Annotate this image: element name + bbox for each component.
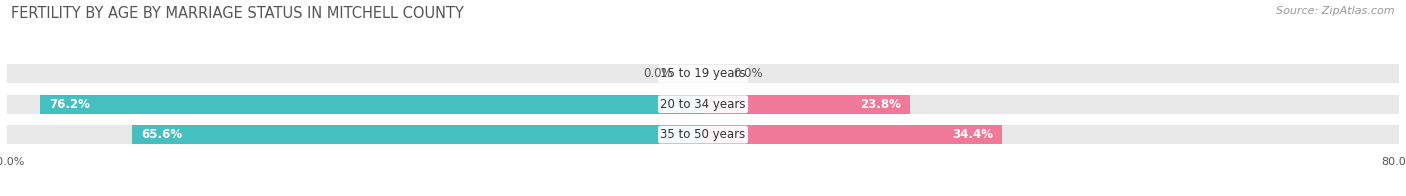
Bar [703,95,910,114]
Text: 76.2%: 76.2% [49,98,90,111]
Bar [7,95,1399,114]
Text: 0.0%: 0.0% [734,67,763,80]
Bar [7,64,1399,83]
Text: 0.0%: 0.0% [643,67,672,80]
Text: FERTILITY BY AGE BY MARRIAGE STATUS IN MITCHELL COUNTY: FERTILITY BY AGE BY MARRIAGE STATUS IN M… [11,6,464,21]
Text: 15 to 19 years: 15 to 19 years [661,67,745,80]
Bar [41,95,703,114]
Text: 35 to 50 years: 35 to 50 years [661,128,745,141]
Text: 65.6%: 65.6% [141,128,183,141]
Legend: Married, Unmarried: Married, Unmarried [621,195,785,196]
Text: 20 to 34 years: 20 to 34 years [661,98,745,111]
Text: 23.8%: 23.8% [860,98,901,111]
Bar [132,125,703,144]
Text: Source: ZipAtlas.com: Source: ZipAtlas.com [1277,6,1395,16]
Text: 34.4%: 34.4% [953,128,994,141]
Bar [7,125,1399,144]
Bar [703,125,1002,144]
